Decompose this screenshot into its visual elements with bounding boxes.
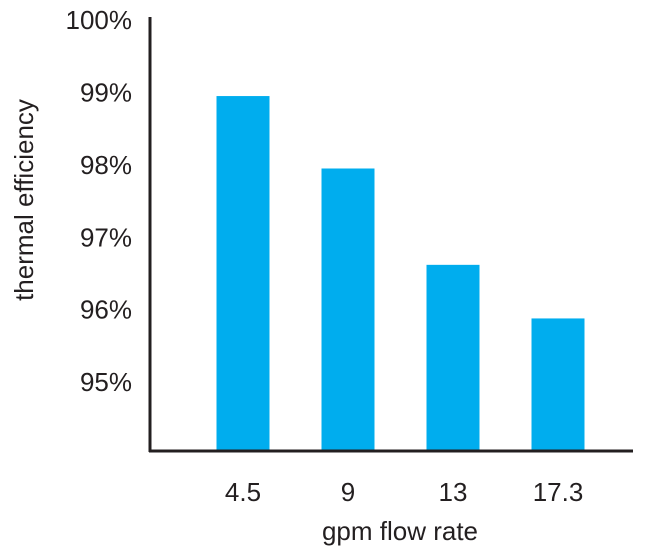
x-tick-label: 17.3 xyxy=(533,477,584,507)
x-tick-labels: 4.5 9 13 17.3 xyxy=(225,477,583,507)
bar-4.5 xyxy=(216,96,270,451)
bar-13 xyxy=(426,264,480,451)
bars-group xyxy=(216,96,585,452)
x-axis-title: gpm flow rate xyxy=(322,516,478,546)
y-tick-label: 97% xyxy=(80,222,132,252)
y-tick-label: 95% xyxy=(80,367,132,397)
x-tick-label: 4.5 xyxy=(225,477,261,507)
y-tick-label: 98% xyxy=(80,150,132,180)
y-tick-label: 99% xyxy=(80,77,132,107)
y-axis-title: thermal efficiency xyxy=(9,99,39,301)
bar-17.3 xyxy=(531,318,585,451)
y-tick-labels: 95% 96% 97% 98% 99% 100% xyxy=(66,5,133,397)
x-tick-label: 13 xyxy=(439,477,468,507)
y-tick-label: 100% xyxy=(66,5,133,35)
x-tick-label: 9 xyxy=(341,477,355,507)
y-tick-label: 96% xyxy=(80,295,132,325)
bar-9 xyxy=(321,168,375,452)
